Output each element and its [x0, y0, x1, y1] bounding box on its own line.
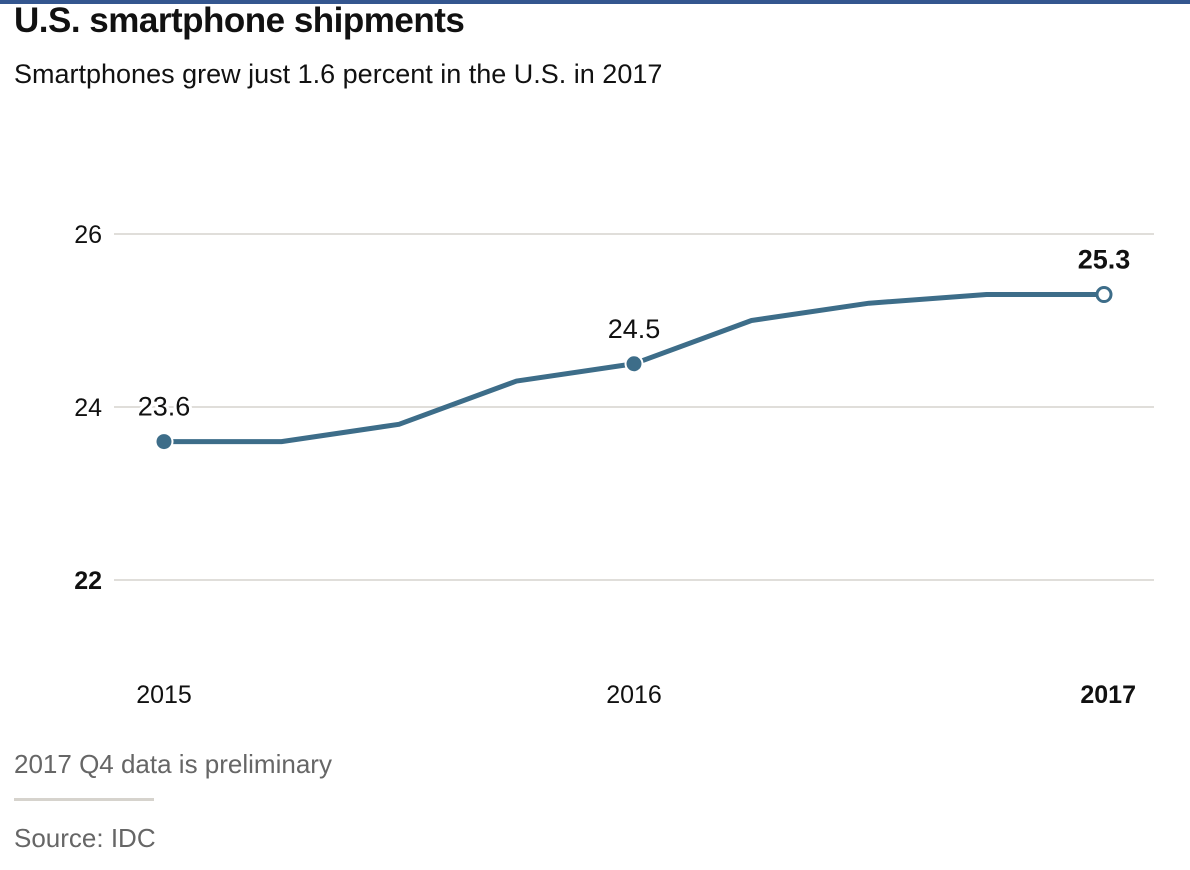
annotations: 23.6 24.5 25.3 — [135, 242, 1133, 452]
data-label: 24.5 — [608, 314, 661, 344]
x-tick-label: 2017 — [1080, 681, 1136, 709]
y-axis-ticks: 26 24 22 — [74, 221, 102, 595]
chart-title: U.S. smartphone shipments — [14, 1, 465, 40]
y-tick-label: 26 — [74, 221, 102, 249]
data-label: 23.6 — [138, 392, 191, 422]
footer-divider — [14, 798, 154, 801]
data-point-marker — [156, 434, 172, 450]
data-label: 25.3 — [1078, 245, 1131, 275]
x-axis-ticks: 2015 2016 2017 — [136, 681, 1136, 709]
data-point-marker — [1095, 286, 1113, 304]
top-accent-bar — [0, 0, 1190, 4]
y-tick-label: 22 — [74, 567, 102, 595]
x-tick-label: 2016 — [606, 681, 662, 709]
footnote: 2017 Q4 data is preliminary — [14, 749, 332, 779]
gridlines — [114, 233, 1154, 581]
source-credit: Source: IDC — [14, 823, 156, 853]
x-tick-label: 2015 — [136, 681, 192, 709]
y-tick-label: 24 — [74, 394, 102, 422]
chart-subtitle: Smartphones grew just 1.6 percent in the… — [14, 59, 663, 89]
data-point-marker — [626, 356, 642, 372]
